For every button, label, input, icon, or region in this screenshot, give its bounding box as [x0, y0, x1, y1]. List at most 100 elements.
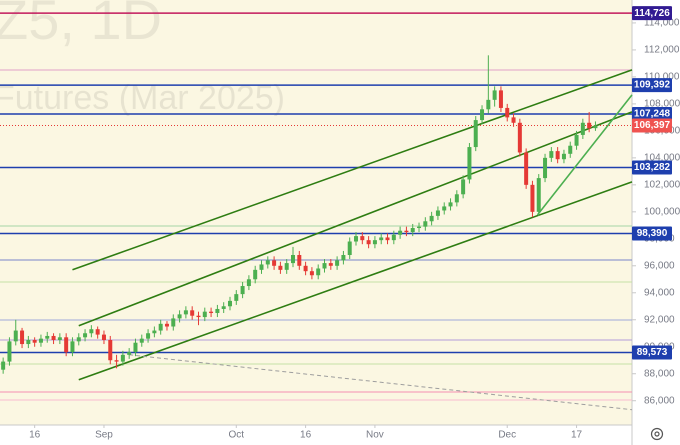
plot-background [0, 0, 632, 425]
candle-body [398, 230, 403, 235]
candle-body [410, 228, 415, 233]
candle-body [221, 306, 226, 309]
candle-body [524, 152, 529, 185]
candle-body [177, 314, 182, 319]
candle-body [234, 294, 239, 301]
candle-body [435, 210, 440, 216]
price-tag-label: 109,392 [634, 80, 671, 91]
candle-body [70, 341, 75, 353]
candle-body [196, 315, 201, 318]
candle-body [13, 330, 18, 342]
candle-body [76, 337, 81, 342]
candle-body [341, 255, 346, 261]
price-tag [632, 118, 672, 133]
settings-icon[interactable] [650, 427, 664, 441]
price-tag-label: 103,282 [634, 162, 671, 173]
candle-body [316, 268, 321, 276]
candle-body [7, 341, 12, 362]
candle-body [114, 360, 119, 362]
candle-body [360, 236, 365, 241]
candle-body [95, 329, 100, 335]
candle-body [442, 206, 447, 211]
candle-body [366, 240, 371, 245]
candle-body [64, 337, 69, 353]
candle-body [272, 260, 277, 266]
candle-body [498, 90, 503, 108]
candle-body [26, 340, 31, 345]
price-tag-label: 106,397 [634, 120, 671, 131]
y-tick-label: 94,000 [644, 287, 675, 298]
candle-body [89, 329, 94, 334]
y-tick-label: 102,000 [644, 179, 680, 190]
candle-body [215, 308, 220, 314]
x-tick-label: 16 [300, 430, 312, 441]
candle-body [303, 265, 308, 272]
candle-body [146, 333, 151, 339]
candle-body [391, 234, 396, 241]
candle-body [549, 151, 554, 158]
y-tick-label: 112,000 [644, 45, 680, 56]
candle-body [259, 264, 264, 270]
candle-body [530, 184, 535, 212]
candle-body [574, 134, 579, 146]
candle-body [404, 230, 409, 233]
candle-body [20, 330, 25, 345]
price-tag [632, 6, 672, 21]
watermark: Z5, 1D [0, 0, 162, 51]
candle-body [511, 117, 516, 123]
candle-body [354, 236, 359, 242]
candle-body [309, 271, 314, 276]
candle-body [448, 202, 453, 207]
candle-body [492, 90, 497, 100]
trend-line [536, 94, 633, 216]
price-tag [632, 78, 672, 93]
candle-body [139, 338, 144, 343]
candle-body [587, 122, 592, 129]
candle-body [335, 260, 340, 266]
candle-body [561, 153, 566, 160]
candle-body [555, 151, 560, 160]
trend-line [129, 354, 633, 411]
x-tick-label: 17 [571, 430, 583, 441]
candle-body [202, 311, 207, 318]
decor-levels [0, 69, 632, 401]
y-tick-label: 104,000 [644, 152, 680, 163]
candle-body [183, 310, 188, 315]
candle-body [322, 263, 327, 269]
candle-body [83, 333, 88, 338]
candle-body [417, 226, 422, 229]
price-tag [632, 160, 672, 175]
candle-body [568, 145, 573, 154]
candle-body [190, 310, 195, 316]
candle-body [133, 342, 138, 353]
candle-body [253, 269, 258, 280]
x-tick-label: Oct [229, 430, 245, 441]
price-axis [632, 0, 680, 445]
candle-body [593, 125, 598, 129]
candle-body [347, 241, 352, 255]
candle-body [120, 354, 125, 362]
trend-line [78, 181, 633, 381]
candle-body [517, 122, 522, 153]
candle-body [284, 263, 289, 270]
candle-body [461, 179, 466, 195]
candle-body [291, 255, 296, 264]
candle-body [171, 318, 176, 327]
candle-body [164, 323, 169, 327]
y-tick-label: 100,000 [644, 206, 680, 217]
candle-body [227, 300, 232, 307]
candle-body [372, 240, 377, 245]
y-tick-label: 108,000 [644, 99, 680, 110]
candle-body [379, 237, 384, 241]
candle-body [32, 340, 37, 343]
candle-body [246, 279, 251, 287]
y-tick-label: 114,000 [644, 18, 680, 29]
candle-body [486, 99, 491, 110]
y-tick-label: 96,000 [644, 260, 675, 271]
time-axis [0, 425, 632, 445]
candle-body [543, 157, 548, 179]
price-tag-label: 114,726 [634, 8, 670, 19]
candle-body [536, 178, 541, 212]
candle-body [38, 338, 43, 343]
